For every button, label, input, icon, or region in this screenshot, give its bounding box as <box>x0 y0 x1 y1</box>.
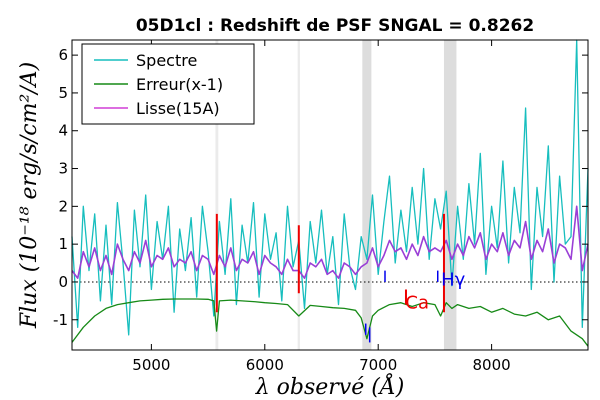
legend: Spectre Erreur(x-1) Lisse(15A) <box>81 43 255 125</box>
line-markers: Ca Hγ <box>215 213 466 343</box>
y-tick-label-5: 4 <box>58 122 68 140</box>
series-layer <box>71 39 589 347</box>
y-tick-label-1: 0 <box>58 273 68 291</box>
x-axis-label: λ observé (Å) <box>255 372 405 400</box>
y-tick-label-7: 6 <box>58 46 68 64</box>
x-tick-label-1: 6000 <box>246 356 284 374</box>
legend-label-spectre: Spectre <box>136 51 197 70</box>
sky-band-0 <box>215 40 219 350</box>
plot-frame <box>71 39 589 351</box>
sky-band-1 <box>297 40 300 350</box>
sky-band-2 <box>362 40 372 350</box>
series-spectre <box>71 39 589 336</box>
series-erreur <box>71 298 589 347</box>
legend-label-erreur: Erreur(x-1) <box>136 75 223 94</box>
x-tick-label-2: 7000 <box>359 356 397 374</box>
x-tick-label-0: 5000 <box>132 356 170 374</box>
y-axis-label: Flux (10⁻¹⁸ erg/s/cm²/A) <box>17 62 42 329</box>
y-tick-label-2: 1 <box>58 235 68 253</box>
legend-label-lisse: Lisse(15A) <box>136 99 220 118</box>
series-lisse <box>71 205 589 280</box>
line-annotation-0: Ca <box>405 292 429 313</box>
chart-title: 05D1cl : Redshift de PSF SNGAL = 0.8262 <box>136 16 534 36</box>
y-tick-label-3: 2 <box>58 197 68 215</box>
x-tick-label-3: 8000 <box>473 356 511 374</box>
line-annotation-1: Hγ <box>441 270 466 291</box>
y-tick-label-4: 3 <box>58 160 68 178</box>
axis-ticks: 5000 6000 7000 8000 -1 0 1 2 3 4 5 6 <box>53 40 588 374</box>
y-tick-label-6: 5 <box>58 84 68 102</box>
y-tick-label-0: -1 <box>53 311 68 329</box>
